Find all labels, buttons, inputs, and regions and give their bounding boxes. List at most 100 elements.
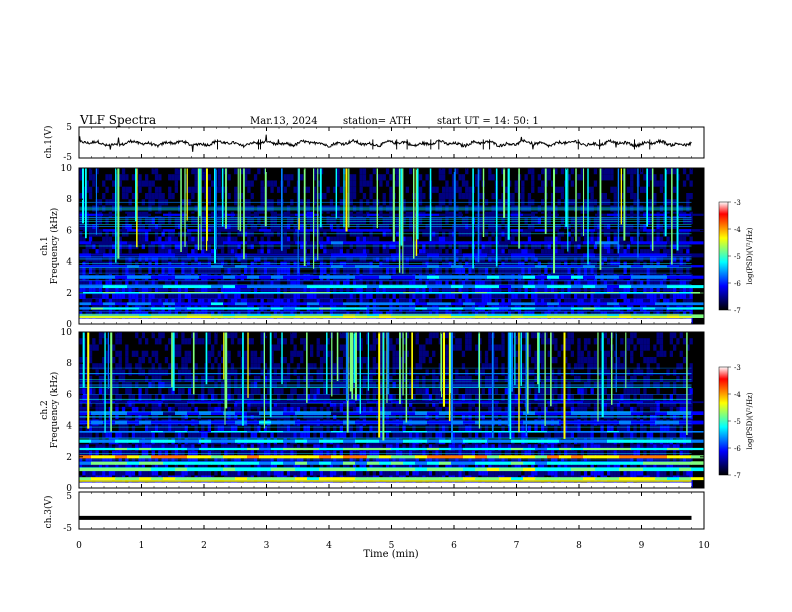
spec1-cell xyxy=(395,180,400,187)
spec1-band xyxy=(631,253,644,258)
spec1-cell xyxy=(550,249,555,256)
spec2-cell xyxy=(224,463,228,470)
spec1-cell xyxy=(250,299,254,306)
spec1-cell xyxy=(171,292,175,299)
spec1-cell xyxy=(524,267,528,274)
spec1-cell xyxy=(428,261,433,268)
spec1-cell xyxy=(234,280,238,287)
spec2-cell xyxy=(290,394,294,401)
spec2-cell xyxy=(270,357,274,364)
spec1-cell xyxy=(184,261,188,268)
spec1-band xyxy=(139,285,152,289)
spec2-cell xyxy=(260,357,264,364)
spec1-cell xyxy=(187,186,192,193)
spec1-band xyxy=(559,302,572,306)
spec1-band xyxy=(367,213,380,216)
spec1-line xyxy=(79,217,692,219)
spec1-band xyxy=(547,275,560,279)
spec1-cell xyxy=(220,292,225,299)
y-tick-label: 8 xyxy=(66,195,72,205)
spec2-cell xyxy=(85,444,89,451)
spec1-cell xyxy=(151,292,155,299)
spec1-band xyxy=(523,307,536,310)
spec1-band xyxy=(235,292,248,294)
spec2-cell xyxy=(148,394,152,401)
spec2-cell xyxy=(88,394,93,401)
spec1-cell xyxy=(567,249,571,256)
spec1-band xyxy=(127,241,140,245)
spec2-cell xyxy=(88,350,93,357)
spec1-cell xyxy=(455,249,459,256)
spec2-cell xyxy=(323,388,327,395)
spec1-band xyxy=(367,265,380,268)
spec1-cell xyxy=(346,267,350,274)
spec1-cell xyxy=(682,280,687,287)
spec1-cell xyxy=(92,267,96,274)
spec2-cell xyxy=(227,369,231,376)
spec1-cell xyxy=(471,267,475,274)
spec1-cell xyxy=(376,249,380,256)
spec1-cell xyxy=(201,292,205,299)
spec1-cell xyxy=(154,174,159,181)
spec1-cell xyxy=(158,174,162,181)
spec1-cell xyxy=(372,299,376,306)
spec1-cell xyxy=(570,261,574,268)
spec1-cell xyxy=(686,292,690,299)
spec1-cell xyxy=(385,180,390,187)
spec2-cell xyxy=(88,469,93,476)
spec1-band xyxy=(535,302,548,306)
spec1-cell xyxy=(211,180,215,187)
spec1-band xyxy=(511,285,524,289)
spec1-band xyxy=(91,285,104,289)
spec2-cell xyxy=(194,338,198,345)
spec1-cell xyxy=(646,174,650,181)
spec2-cell xyxy=(128,369,132,376)
spec1-band xyxy=(439,253,452,258)
spec2-cell xyxy=(247,450,251,457)
spec1-cell xyxy=(455,224,459,231)
spec2-cell xyxy=(247,425,251,432)
spec1-band xyxy=(523,213,536,216)
spec1-cell xyxy=(593,299,598,306)
spec1-cell xyxy=(465,292,469,299)
spec2-cell xyxy=(244,394,248,401)
spec1-band xyxy=(271,229,284,232)
spec1-cell xyxy=(151,193,155,200)
spec1-cell xyxy=(253,261,258,268)
spec2-cell xyxy=(290,350,294,357)
spec1-cell xyxy=(333,292,337,299)
spec1-cell xyxy=(395,174,400,181)
spec1-cell xyxy=(194,186,198,193)
spec1-cell xyxy=(168,249,172,256)
spec1-cell xyxy=(181,280,185,287)
spec1-cell xyxy=(326,299,330,306)
spec2-cell xyxy=(273,344,277,351)
spec1-sferic xyxy=(345,168,348,232)
spec1-cell xyxy=(475,180,479,187)
spec1-band xyxy=(79,275,92,279)
spec1-band xyxy=(415,241,428,245)
spec1-cell xyxy=(587,299,591,306)
spec2-cell xyxy=(306,369,310,376)
spec1-cell xyxy=(204,261,208,268)
spec1-band xyxy=(283,275,296,279)
spec2-cell xyxy=(174,425,178,432)
spec1-cell xyxy=(435,299,439,306)
spec1-band xyxy=(523,302,536,306)
spec1-cell xyxy=(131,280,136,287)
spec1-cell xyxy=(649,292,654,299)
spec2-cell xyxy=(161,394,165,401)
spec2-cell xyxy=(151,425,155,432)
spec1-band xyxy=(523,229,536,232)
spec1-band xyxy=(319,302,332,306)
spec1-band xyxy=(115,229,128,232)
spec1-sferic xyxy=(335,168,338,219)
spec2-cell xyxy=(118,463,122,470)
spec1-line xyxy=(79,307,692,308)
spec1-sferic xyxy=(303,168,306,266)
ch2-spectrogram-image xyxy=(79,332,704,488)
spec1-cell xyxy=(663,280,667,287)
spec1-line xyxy=(79,202,692,203)
spec1-cell xyxy=(326,280,330,287)
spec1-band xyxy=(115,213,128,216)
